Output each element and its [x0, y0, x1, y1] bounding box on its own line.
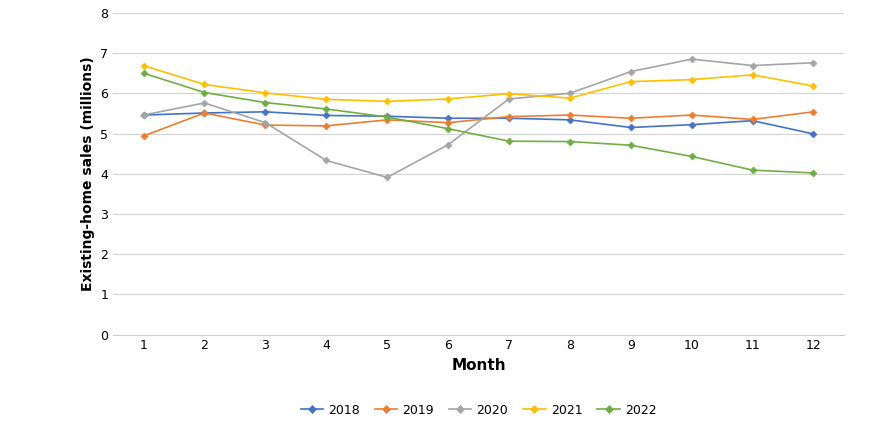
Line: 2019: 2019	[141, 109, 815, 139]
2021	[564, 96, 574, 101]
2019	[381, 117, 392, 122]
2020	[138, 112, 149, 118]
2019	[321, 123, 331, 128]
2022	[807, 170, 818, 175]
2019	[686, 112, 696, 118]
2022	[138, 71, 149, 76]
2018	[746, 118, 757, 123]
2020	[442, 142, 453, 148]
2019	[442, 120, 453, 125]
2018	[199, 110, 209, 115]
2019	[746, 117, 757, 122]
2019	[807, 109, 818, 115]
2021	[442, 97, 453, 102]
2018	[625, 125, 635, 130]
2020	[321, 158, 331, 163]
2019	[260, 123, 270, 128]
Line: 2020: 2020	[141, 57, 815, 180]
2020	[260, 120, 270, 125]
2022	[381, 115, 392, 120]
2020	[503, 97, 514, 102]
2022	[625, 142, 635, 148]
2018	[686, 122, 696, 127]
2022	[260, 100, 270, 105]
2022	[503, 139, 514, 144]
2018	[503, 116, 514, 121]
2022	[321, 106, 331, 112]
2019	[625, 116, 635, 121]
2022	[564, 139, 574, 144]
2021	[746, 72, 757, 77]
2020	[807, 60, 818, 65]
2020	[746, 63, 757, 68]
2018	[807, 131, 818, 136]
Line: 2018: 2018	[141, 109, 815, 136]
2020	[199, 100, 209, 106]
2020	[686, 57, 696, 62]
2021	[503, 91, 514, 96]
2021	[138, 63, 149, 68]
Line: 2021: 2021	[141, 63, 815, 104]
2021	[199, 82, 209, 87]
2018	[138, 112, 149, 118]
2019	[138, 133, 149, 139]
2020	[381, 175, 392, 180]
2021	[381, 99, 392, 104]
2019	[564, 112, 574, 118]
2020	[564, 91, 574, 96]
2018	[260, 109, 270, 115]
2018	[381, 114, 392, 119]
2022	[746, 168, 757, 173]
2019	[199, 110, 209, 115]
2022	[199, 90, 209, 95]
2021	[260, 91, 270, 96]
2018	[564, 117, 574, 122]
Line: 2022: 2022	[141, 71, 815, 175]
2022	[442, 126, 453, 131]
2021	[686, 77, 696, 82]
2022	[686, 154, 696, 159]
2021	[807, 84, 818, 89]
2021	[321, 97, 331, 102]
2018	[321, 113, 331, 118]
Y-axis label: Existing-home sales (millions): Existing-home sales (millions)	[81, 56, 95, 291]
2018	[442, 116, 453, 121]
2019	[503, 114, 514, 119]
X-axis label: Month: Month	[451, 358, 505, 373]
Legend: 2018, 2019, 2020, 2021, 2022: 2018, 2019, 2020, 2021, 2022	[295, 399, 660, 422]
2020	[625, 69, 635, 74]
2021	[625, 79, 635, 84]
